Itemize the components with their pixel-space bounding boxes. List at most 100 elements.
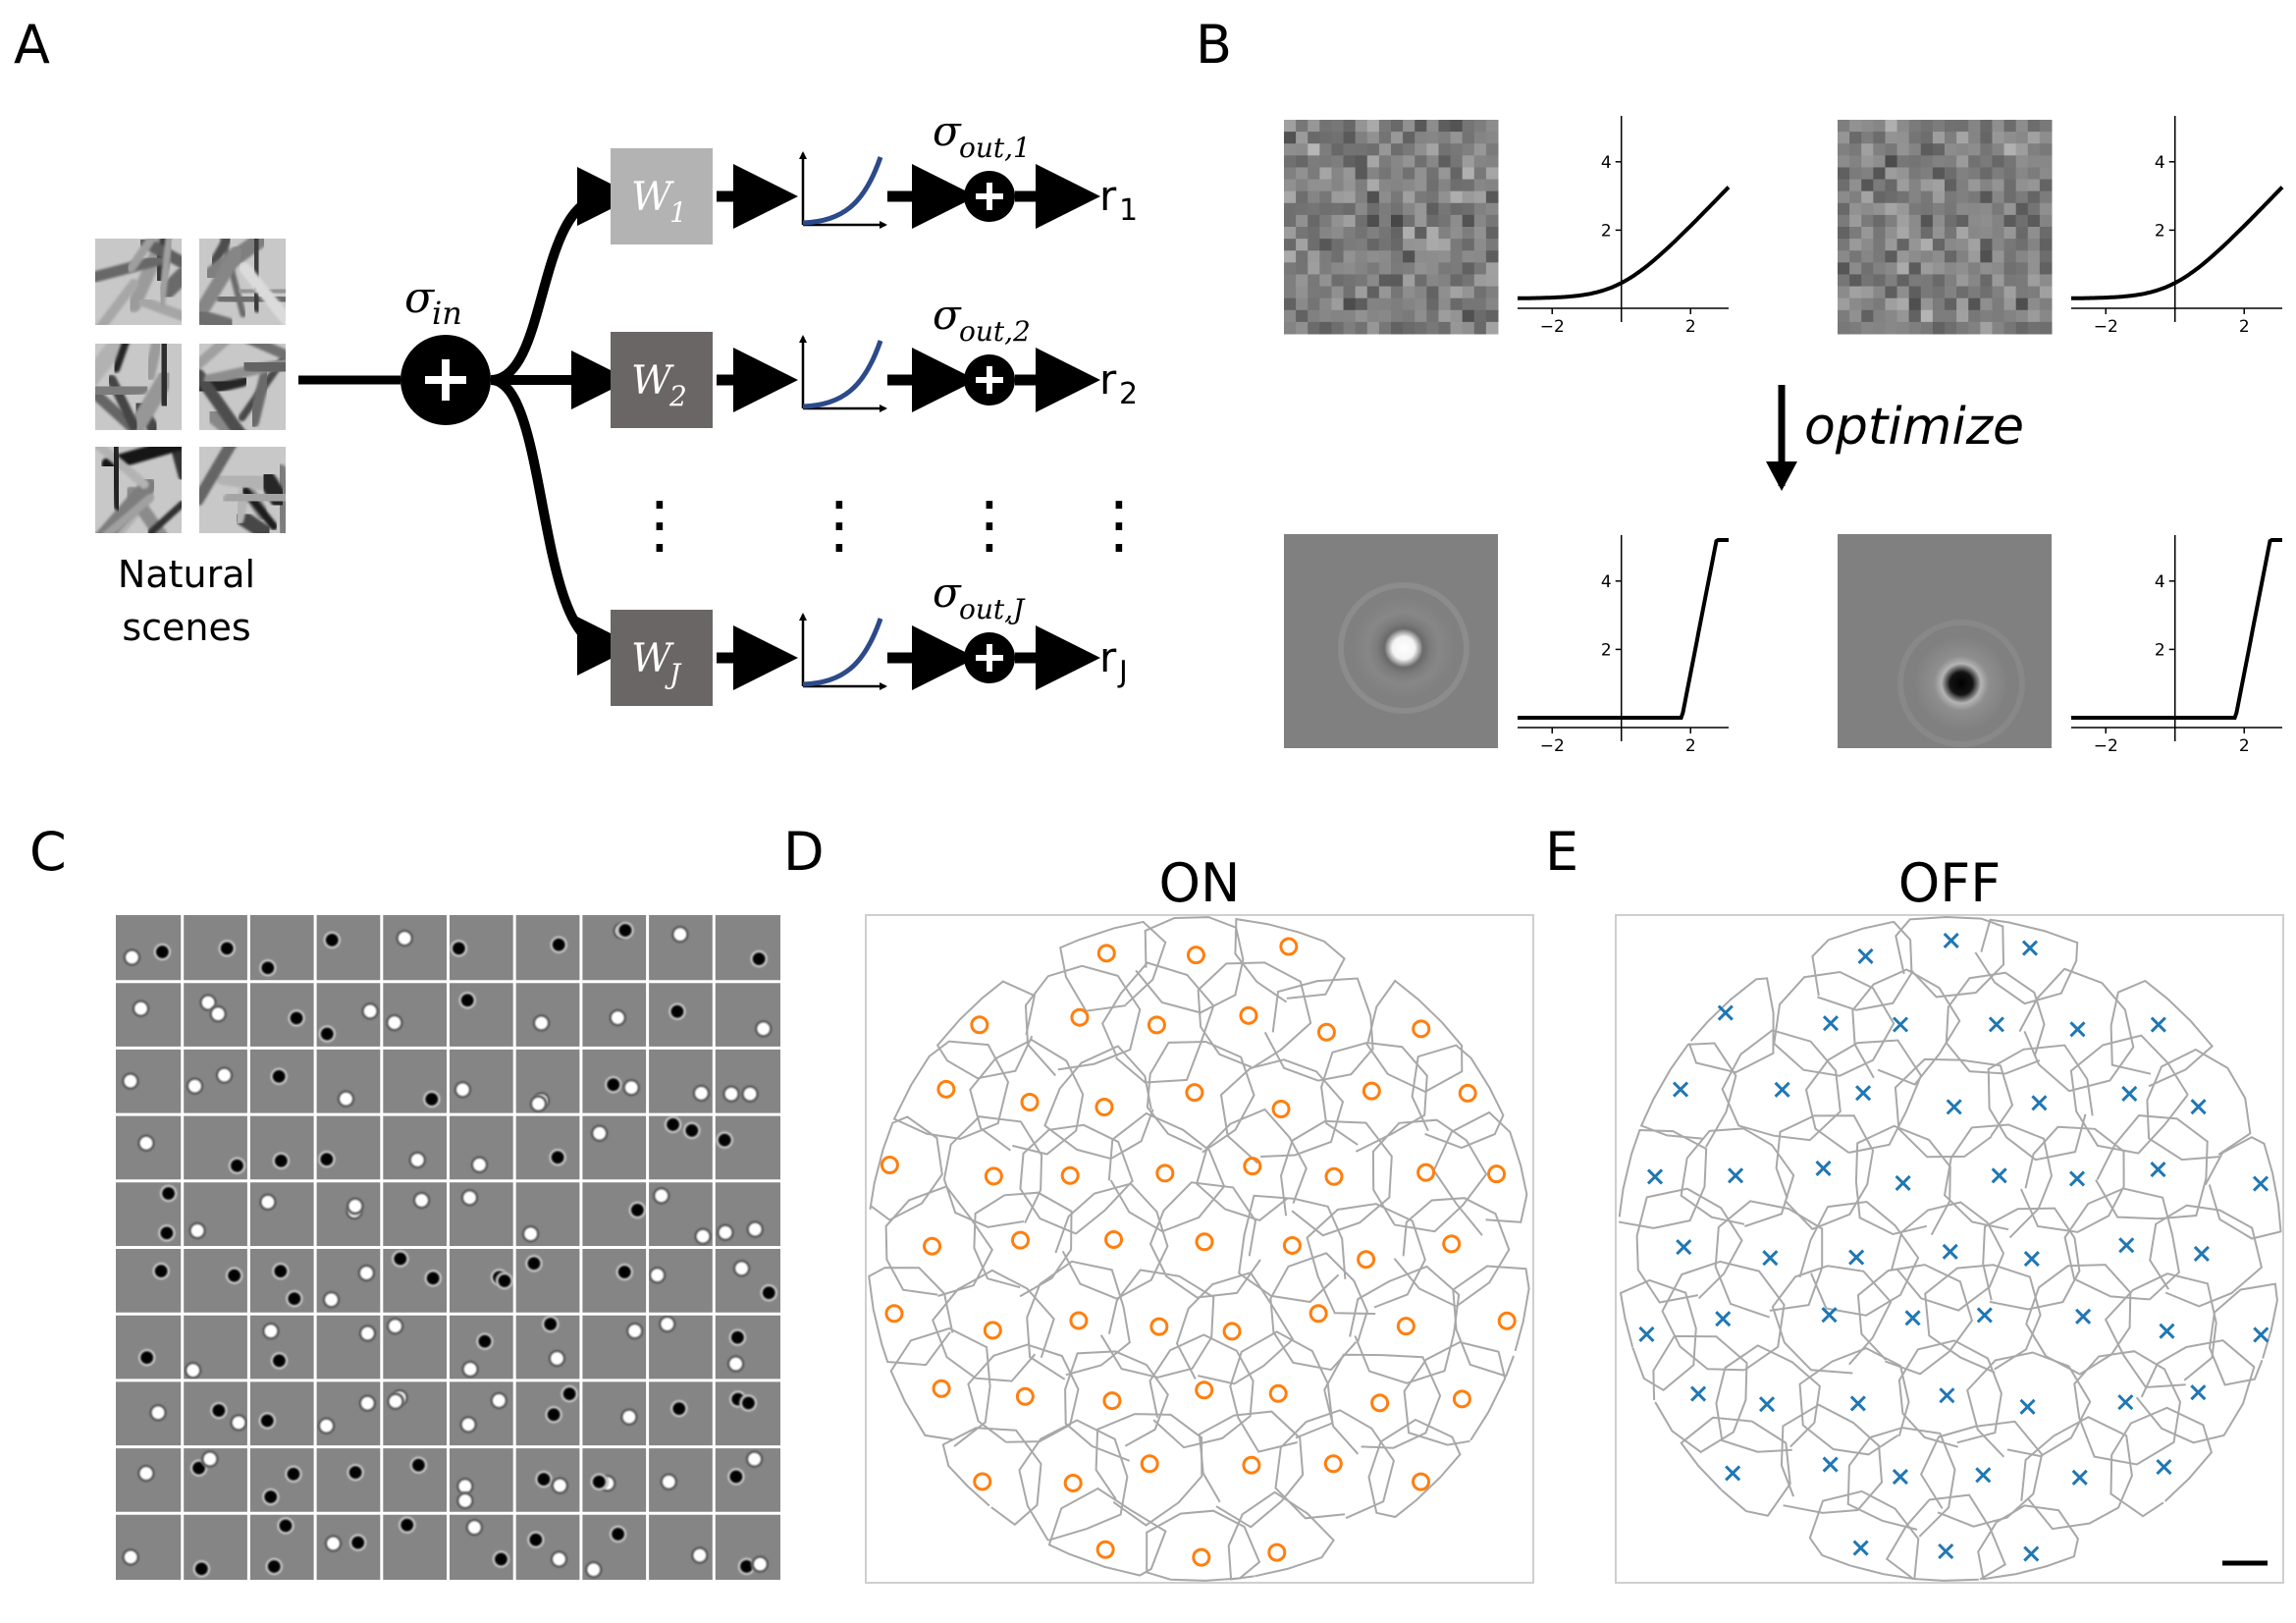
on-rf-dot — [120, 1545, 142, 1568]
patch-stroke — [157, 239, 173, 308]
off-rf-dot — [407, 1454, 430, 1477]
rf-outline — [1897, 1339, 2002, 1448]
on-rf-dot — [452, 1078, 474, 1101]
on-rf-dot — [688, 1544, 711, 1567]
on-rf-center — [1186, 946, 1205, 965]
rf-outline — [2109, 1406, 2214, 1518]
initial-random-filter — [1838, 120, 2053, 335]
patch-stroke — [143, 344, 163, 382]
on-rf-dot — [384, 1315, 406, 1337]
off-rf-center — [1725, 1465, 1741, 1482]
rf-cell — [381, 1247, 449, 1315]
off-rf-center — [2159, 1323, 2175, 1339]
off-rf-center — [2068, 1170, 2086, 1187]
x-tick-label: −2 — [1540, 736, 1565, 756]
nonlinearity-plot: 2 4 −2 2 — [2071, 535, 2282, 756]
rf-outline — [1095, 1413, 1203, 1527]
rf-cell — [580, 1380, 648, 1447]
on-rf-center — [1239, 1005, 1258, 1025]
off-rf-dot — [345, 1461, 367, 1484]
patch-stroke — [96, 279, 139, 325]
rf-cell — [116, 1180, 183, 1248]
patch-stroke — [138, 297, 182, 321]
on-rf-center — [923, 1236, 942, 1256]
rf-outline — [2135, 1339, 2256, 1444]
off-rf-center — [1988, 1016, 2004, 1033]
rf-outline — [2204, 1136, 2282, 1240]
stimulus-label-line2: scenes — [122, 606, 250, 649]
rf-outline — [1198, 1410, 1305, 1529]
rf-outline — [1047, 1487, 1167, 1577]
rf-cell — [448, 1513, 515, 1580]
optimize-arrow-head — [1766, 461, 1797, 491]
off-rf-dot — [268, 1349, 291, 1372]
on-rf-dot — [187, 1219, 209, 1242]
rf-outline — [1367, 1418, 1462, 1519]
off-rf-center — [1991, 1167, 2007, 1184]
off-rf-center — [1676, 1239, 1692, 1256]
off-rf-dot — [548, 934, 570, 956]
on-rf-dot — [549, 1475, 571, 1497]
off-rf-dot — [662, 1113, 684, 1136]
off-rf-center — [1938, 1542, 1954, 1560]
on-rf-dot — [730, 1257, 753, 1279]
off-rf-dot — [274, 1514, 296, 1537]
patch-stroke — [112, 344, 130, 373]
on-rf-dot — [134, 1132, 157, 1155]
rf-cell — [714, 1180, 780, 1248]
off-rf-center — [2150, 1161, 2166, 1178]
patch-stroke — [155, 265, 182, 302]
rf-outline — [1652, 1334, 1748, 1454]
rf-outline — [1064, 1350, 1169, 1462]
on-rf-dot — [749, 1553, 772, 1576]
on-rf-center — [1060, 1165, 1080, 1185]
optimized-off-filter — [1838, 534, 2052, 748]
rf-outline — [1715, 1344, 1821, 1453]
rf-outline — [889, 1326, 991, 1447]
rf-cell — [448, 1180, 515, 1248]
patch-stroke — [102, 494, 154, 533]
rf-cell — [514, 1247, 581, 1315]
rf-cell — [248, 1048, 316, 1115]
rf-cell — [647, 1513, 715, 1580]
off-rf-dot — [268, 1065, 291, 1088]
off-rf-center — [2121, 1085, 2138, 1102]
rf-cell — [116, 1380, 183, 1447]
rf-outline — [1808, 1489, 1920, 1581]
rf-cell — [248, 1180, 316, 1248]
off-rf-dot — [226, 1155, 248, 1177]
rf-outline — [1987, 1044, 2094, 1162]
ellipsis-responses: ⋮ — [1088, 489, 1150, 562]
on-rf-dot — [458, 1186, 481, 1209]
x-tick-label: 2 — [1685, 317, 1696, 337]
rf-cell — [182, 1314, 249, 1381]
rf-outline — [1798, 1347, 1910, 1456]
on-rf-dot — [384, 1390, 406, 1413]
rf-cell — [248, 1314, 316, 1380]
rf-outline — [1238, 1194, 1347, 1304]
off-rf-center — [2069, 1021, 2086, 1038]
on-rf-center — [973, 1472, 992, 1491]
rf-outline — [1269, 1252, 1368, 1372]
rf-cell — [647, 915, 715, 982]
output-noise-plus — [976, 366, 1003, 394]
off-rf-dot — [155, 1221, 178, 1244]
rf-cell — [514, 1180, 581, 1248]
natural-patch — [199, 239, 286, 325]
patch-stroke — [199, 447, 237, 506]
rf-outline — [1219, 1058, 1345, 1164]
on-rf-center — [1357, 1250, 1376, 1270]
y-tick-label: 4 — [2155, 572, 2165, 592]
on-rf-dot — [548, 1548, 570, 1571]
off-rf-dot — [724, 1465, 747, 1488]
rf-cell — [381, 1180, 449, 1248]
patch-stroke — [95, 254, 164, 283]
rf-outline — [2019, 1125, 2125, 1233]
off-rf-dot — [315, 1148, 338, 1170]
on-rf-center — [1370, 1393, 1390, 1413]
on-rf-dot — [121, 947, 143, 969]
off-rf-dot — [524, 1529, 547, 1551]
ellipsis-noise: ⋮ — [958, 489, 1021, 562]
rf-outline — [1148, 1333, 1255, 1449]
on-rf-dot — [607, 1006, 629, 1029]
